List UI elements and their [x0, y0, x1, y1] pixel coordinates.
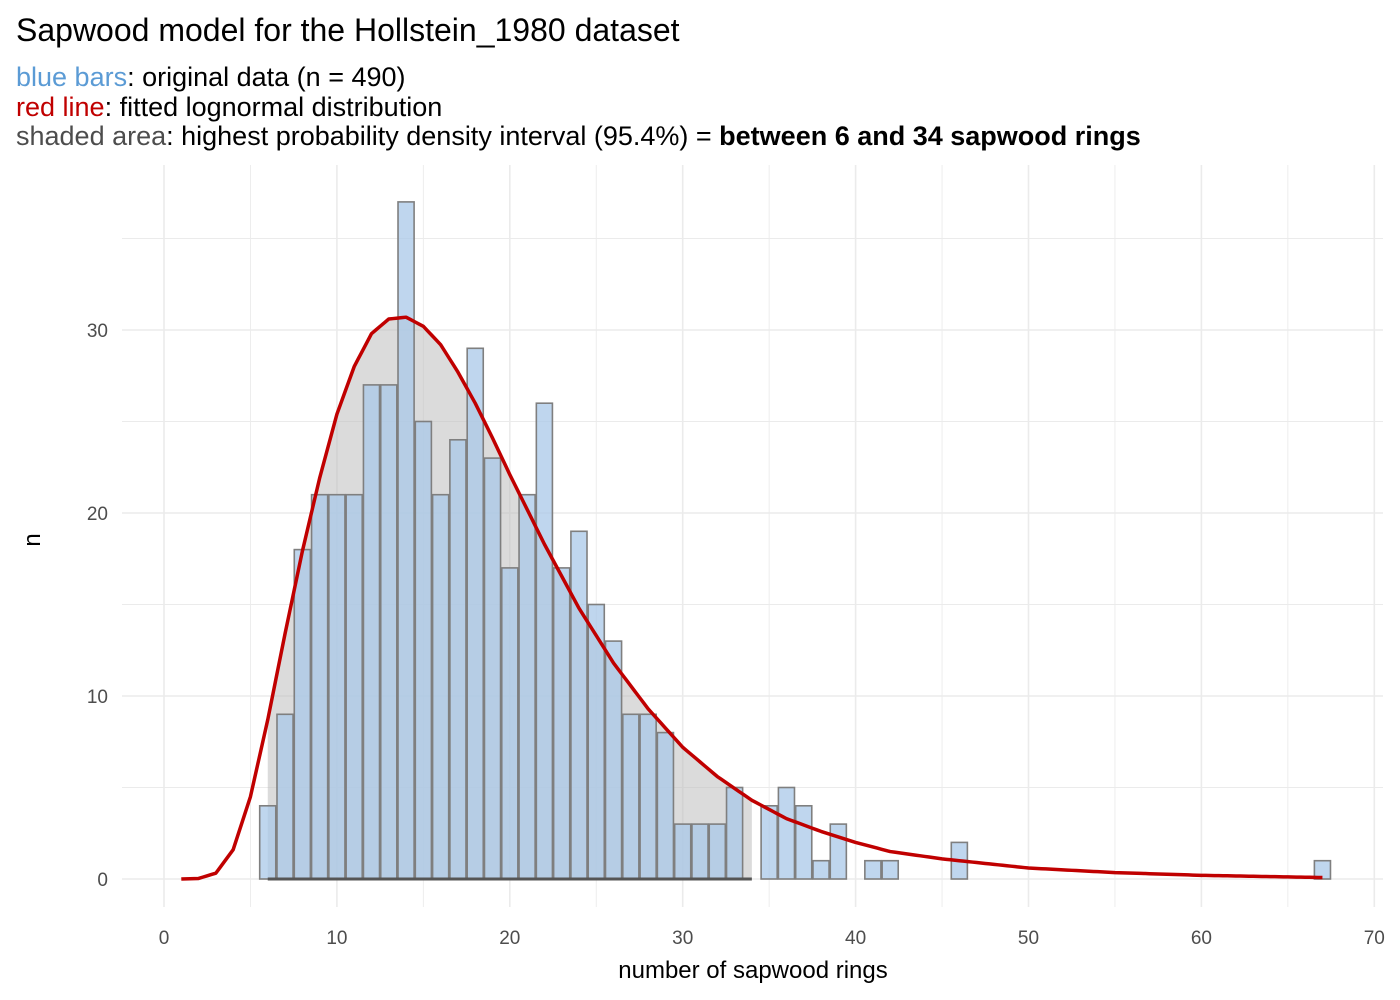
histogram-bar [829, 823, 848, 880]
chart-title: Sapwood model for the Hollstein_1980 dat… [16, 12, 680, 48]
y-tick-label: 30 [87, 321, 108, 342]
x-tick-label: 40 [845, 928, 866, 949]
histogram-bar [777, 786, 796, 880]
x-axis-title: number of sapwood rings [618, 957, 887, 984]
x-tick-label: 30 [672, 928, 693, 949]
histogram-bar [483, 457, 502, 880]
histogram-bar [276, 713, 294, 880]
subtitle-line-hdi: shaded area: highest probability density… [16, 121, 1141, 151]
histogram-bar [639, 713, 657, 880]
histogram-bar [362, 384, 381, 880]
histogram-bar [725, 786, 744, 880]
legend-key-red-line: red line [16, 92, 105, 122]
histogram-bar [379, 384, 398, 880]
x-tick-label: 20 [499, 928, 520, 949]
histogram-bar [794, 804, 813, 880]
histogram-bar [466, 347, 485, 880]
histogram-bar [621, 713, 640, 880]
x-axis-ticks: 0 10 20 30 40 50 60 70 [159, 928, 1385, 949]
legend-text-hdi: : highest probability density interval (… [166, 121, 720, 151]
legend-text-bars: : original data (n = 490) [127, 62, 406, 92]
histogram-bar [293, 548, 312, 880]
histogram-bar [397, 201, 415, 880]
x-tick-label: 0 [159, 928, 170, 949]
y-tick-label: 20 [87, 504, 108, 525]
x-tick-label: 50 [1018, 928, 1039, 949]
histogram-bar [673, 823, 692, 880]
histogram-bar [760, 804, 778, 880]
y-tick-label: 0 [97, 870, 108, 891]
histogram-bars [258, 201, 1332, 880]
histogram-bar [604, 640, 623, 880]
histogram-bar [656, 731, 675, 880]
histogram-bar [414, 420, 433, 880]
y-axis-ticks: 0 10 20 30 [87, 321, 108, 891]
subtitle-line-bars: blue bars: original data (n = 490) [16, 62, 406, 92]
histogram-bar [691, 823, 709, 880]
legend-key-shaded-area: shaded area [16, 121, 167, 151]
histogram-bar [1313, 859, 1332, 880]
histogram-bar [500, 567, 519, 880]
histogram-bar [431, 493, 450, 880]
histogram-bar [518, 493, 536, 880]
histogram-bar [812, 859, 830, 880]
x-tick-label: 10 [326, 928, 347, 949]
fitted-lognormal-line [181, 315, 1323, 881]
legend-text-fit: : fitted lognormal distribution [104, 92, 443, 122]
histogram-bar [449, 438, 467, 880]
y-tick-label: 10 [87, 687, 108, 708]
histogram-bar [345, 493, 364, 880]
x-tick-label: 60 [1191, 928, 1212, 949]
histogram-bar [258, 804, 277, 880]
histogram-bar [570, 530, 588, 880]
histogram-bar [328, 493, 346, 880]
histogram-bar [864, 859, 882, 880]
histogram-bar [708, 823, 727, 880]
histogram-bar [552, 567, 571, 880]
fitted-curve [181, 315, 1323, 881]
y-axis-title: n [19, 533, 46, 546]
histogram-bar [881, 859, 900, 880]
hdi-range-text: between 6 and 34 sapwood rings [719, 121, 1141, 151]
x-tick-label: 70 [1364, 928, 1385, 949]
legend-key-blue-bars: blue bars [16, 62, 128, 92]
histogram-bar [535, 402, 554, 880]
histogram-bar [310, 493, 329, 880]
subtitle-line-fit: red line: fitted lognormal distribution [16, 92, 442, 122]
